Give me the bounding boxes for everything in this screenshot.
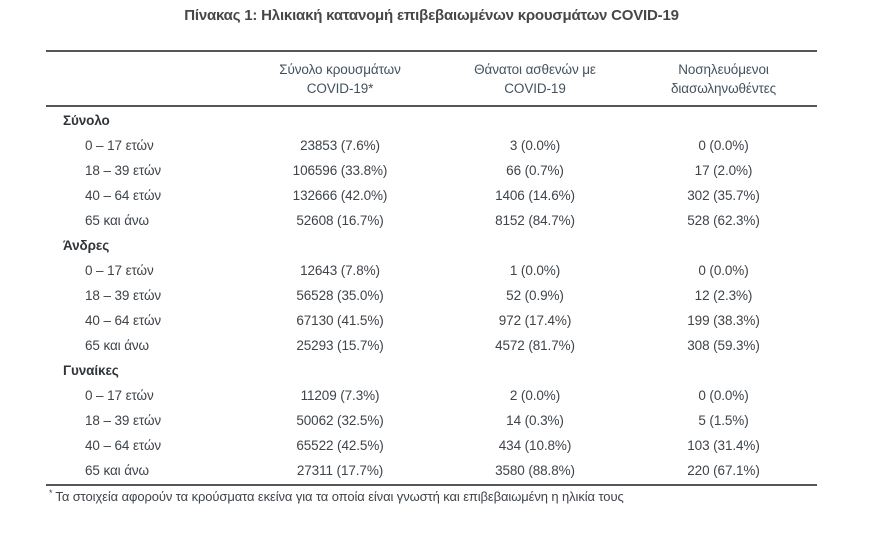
cell-total-cases: 52608 (16.7%): [296, 213, 384, 228]
cell-total-cases: 132666 (42.0%): [292, 188, 388, 203]
cell-deaths: 434 (10.8%): [498, 438, 572, 453]
row-label-age-group: 0 – 17 ετών: [85, 138, 154, 153]
row-label-age-group: 0 – 17 ετών: [85, 388, 154, 403]
cell-intubated: 220 (67.1%): [687, 463, 760, 478]
column-header-line: διασωληνωθέντες: [670, 80, 777, 96]
row-label-age-group: 40 – 64 ετών: [85, 313, 162, 328]
cell-deaths: 1406 (14.6%): [495, 188, 575, 203]
column-header-empty: [46, 52, 240, 105]
cell-intubated: 5 (1.5%): [698, 413, 749, 428]
row-label-age-group: 65 και άνω: [85, 213, 150, 228]
cell-deaths: 4572 (81.7%): [495, 338, 575, 353]
cell-total-cases: 67130 (41.5%): [296, 313, 384, 328]
footnote-text: Τα στοιχεία αφορούν τα κρούσματα εκείνα …: [55, 489, 624, 504]
row-label-age-group: 18 – 39 ετών: [85, 163, 162, 178]
column-header-intubated: Νοσηλευόμενοι διασωληνωθέντες: [630, 52, 817, 105]
column-header-line: COVID-19*: [306, 80, 374, 96]
cell-total-cases: 56528 (35.0%): [296, 288, 384, 303]
cell-deaths: 1 (0.0%): [509, 263, 561, 278]
cell-deaths: 8152 (84.7%): [495, 213, 575, 228]
section-label: Γυναίκες: [63, 363, 119, 378]
cell-total-cases: 65522 (42.5%): [296, 438, 384, 453]
cell-deaths: 2 (0.0%): [509, 388, 561, 403]
column-header-deaths: Θάνατοι ασθενών με COVID-19: [440, 52, 630, 105]
cell-total-cases: 23853 (7.6%): [300, 138, 380, 153]
column-header-line: Θάνατοι ασθενών με: [474, 61, 596, 77]
column-header-line: Σύνολο κρουσμάτων: [279, 61, 401, 77]
column-header-line: COVID-19: [504, 80, 566, 96]
cell-deaths: 3 (0.0%): [509, 138, 561, 153]
cell-deaths: 3580 (88.8%): [495, 463, 575, 478]
cell-deaths: 14 (0.3%): [506, 413, 564, 428]
row-label-age-group: 40 – 64 ετών: [85, 438, 162, 453]
cell-deaths: 66 (0.7%): [506, 163, 564, 178]
table-row: 40 – 64 ετών 67130 (41.5%) 972 (17.4%) 1…: [46, 308, 817, 333]
table-row: 0 – 17 ετών 11209 (7.3%) 2 (0.0%) 0 (0.0…: [46, 383, 817, 408]
table-row: 40 – 64 ετών 65522 (42.5%) 434 (10.8%) 1…: [46, 433, 817, 458]
column-header-total-cases: Σύνολο κρουσμάτων COVID-19*: [240, 52, 440, 105]
cell-intubated: 199 (38.3%): [687, 313, 760, 328]
cell-deaths: 52 (0.9%): [506, 288, 564, 303]
section-label: Άνδρες: [63, 238, 110, 253]
table-header-row: Σύνολο κρουσμάτων COVID-19* Θάνατοι ασθε…: [46, 52, 817, 107]
row-label-age-group: 0 – 17 ετών: [85, 263, 154, 278]
cell-total-cases: 12643 (7.8%): [300, 263, 380, 278]
table-row: 40 – 64 ετών 132666 (42.0%) 1406 (14.6%)…: [46, 183, 817, 208]
section-header-total: Σύνολο: [46, 108, 817, 133]
cell-deaths: 972 (17.4%): [498, 313, 572, 328]
row-label-age-group: 18 – 39 ετών: [85, 288, 162, 303]
cell-intubated: 528 (62.3%): [687, 213, 760, 228]
table-row: 65 και άνω 52608 (16.7%) 8152 (84.7%) 52…: [46, 208, 817, 233]
cell-intubated: 302 (35.7%): [687, 188, 760, 203]
cell-intubated: 0 (0.0%): [698, 263, 749, 278]
cell-total-cases: 50062 (32.5%): [296, 413, 384, 428]
row-label-age-group: 40 – 64 ετών: [85, 188, 162, 203]
table-row: 18 – 39 ετών 106596 (33.8%) 66 (0.7%) 17…: [46, 158, 817, 183]
cell-total-cases: 27311 (17.7%): [296, 463, 384, 478]
table-row: 18 – 39 ετών 56528 (35.0%) 52 (0.9%) 12 …: [46, 283, 817, 308]
table-row: 65 και άνω 27311 (17.7%) 3580 (88.8%) 22…: [46, 458, 817, 483]
cell-intubated: 103 (31.4%): [687, 438, 760, 453]
row-label-age-group: 18 – 39 ετών: [85, 413, 162, 428]
cell-total-cases: 11209 (7.3%): [300, 388, 380, 403]
table-row: 65 και άνω 25293 (15.7%) 4572 (81.7%) 30…: [46, 333, 817, 358]
table-row: 0 – 17 ετών 23853 (7.6%) 3 (0.0%) 0 (0.0…: [46, 133, 817, 158]
section-header-women: Γυναίκες: [46, 358, 817, 383]
cell-intubated: 0 (0.0%): [698, 138, 749, 153]
cell-total-cases: 25293 (15.7%): [296, 338, 384, 353]
cell-intubated: 0 (0.0%): [698, 388, 749, 403]
footnote-asterisk: *: [49, 487, 53, 498]
table-row: 0 – 17 ετών 12643 (7.8%) 1 (0.0%) 0 (0.0…: [46, 258, 817, 283]
row-label-age-group: 65 και άνω: [85, 338, 150, 353]
covid-age-distribution-table: Σύνολο κρουσμάτων COVID-19* Θάνατοι ασθε…: [46, 50, 817, 486]
row-label-age-group: 65 και άνω: [85, 463, 150, 478]
table-row: 18 – 39 ετών 50062 (32.5%) 14 (0.3%) 5 (…: [46, 408, 817, 433]
section-label: Σύνολο: [63, 113, 110, 128]
cell-intubated: 12 (2.3%): [694, 288, 753, 303]
table-title: Πίνακας 1: Ηλικιακή κατανομή επιβεβαιωμέ…: [184, 7, 679, 24]
section-header-men: Άνδρες: [46, 233, 817, 258]
cell-intubated: 17 (2.0%): [694, 163, 753, 178]
column-header-line: Νοσηλευόμενοι: [678, 61, 769, 77]
cell-total-cases: 106596 (33.8%): [292, 163, 388, 178]
table-body: Σύνολο 0 – 17 ετών 23853 (7.6%) 3 (0.0%)…: [46, 107, 817, 484]
cell-intubated: 308 (59.3%): [687, 338, 760, 353]
table-footnote: * Τα στοιχεία αφορούν τα κρούσματα εκείνα…: [49, 487, 839, 504]
